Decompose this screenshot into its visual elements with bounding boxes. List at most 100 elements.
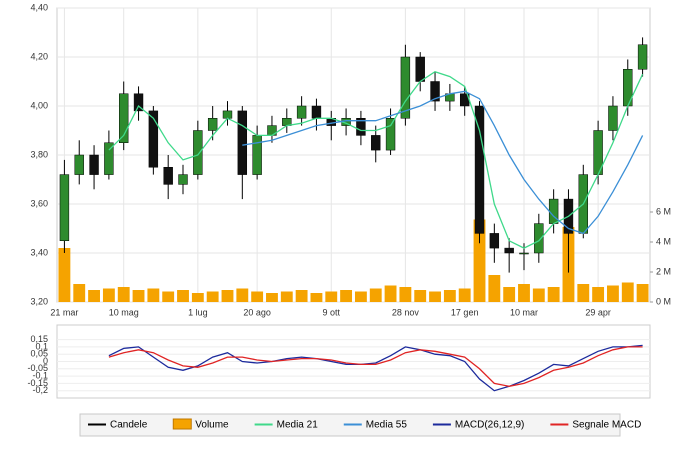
x-tick-label: 21 mar <box>50 307 78 317</box>
volume-bar <box>206 291 219 302</box>
candle-body <box>637 44 648 70</box>
volume-bar <box>399 287 412 302</box>
volume-bar <box>414 290 427 302</box>
y2-tick-label: 6 M <box>656 206 671 216</box>
macd-line <box>108 344 643 392</box>
y-tick-label: 0 <box>43 356 48 366</box>
candle-body <box>489 233 500 249</box>
volume-bar <box>177 290 189 302</box>
volume-bar <box>607 285 619 302</box>
x-tick-label: 10 mag <box>109 307 139 317</box>
volume-bar <box>325 291 338 302</box>
volume-bar <box>384 285 397 302</box>
candle-body <box>119 93 129 143</box>
y-tick-label: 0,1 <box>35 341 48 351</box>
candle-body <box>415 56 425 82</box>
candle-body <box>163 167 173 185</box>
y-tick-label: 3,80 <box>30 149 48 159</box>
y2-tick-label: 0 M <box>656 296 671 306</box>
volume-bar <box>117 287 130 302</box>
candle-body <box>59 174 70 242</box>
y-tick-label: 3,40 <box>30 247 48 257</box>
y-tick-label: 0,15 <box>30 334 48 344</box>
volume-bar <box>518 284 530 302</box>
candle-body <box>148 110 159 168</box>
candle-body <box>237 110 248 175</box>
volume-bar <box>340 290 353 302</box>
volume-bar <box>621 282 634 302</box>
volume-bar <box>488 275 501 302</box>
volume-bar <box>310 293 323 302</box>
volume-bar <box>458 288 471 302</box>
x-tick-label: 28 nov <box>392 307 420 317</box>
volume-bar <box>369 288 382 302</box>
volume-bar <box>532 288 545 302</box>
x-tick-label: 17 gen <box>451 307 479 317</box>
legend-swatch <box>172 418 192 430</box>
candle-body <box>89 154 99 175</box>
volume-bar <box>102 288 115 302</box>
x-tick-label: 10 mar <box>510 307 538 317</box>
y-tick-label: 3,20 <box>30 296 48 306</box>
y-tick-label: 4,40 <box>30 2 48 12</box>
x-tick-label: 9 ott <box>323 307 341 317</box>
candle-body <box>104 142 114 175</box>
candle-body <box>74 154 84 175</box>
y-tick-label: 0,05 <box>30 349 48 359</box>
volume-bar <box>221 290 234 302</box>
legend-label: Volume <box>195 420 229 431</box>
volume-bar <box>592 287 605 302</box>
candle-body <box>178 174 188 185</box>
candle-body <box>430 81 440 102</box>
volume-bar <box>191 293 204 302</box>
volume-bar <box>88 290 100 302</box>
y-tick-label: -0,15 <box>27 378 48 388</box>
volume-bar <box>636 284 649 302</box>
volume-bar <box>58 248 71 302</box>
y-tick-label: 3,60 <box>30 198 48 208</box>
volume-bar <box>162 291 175 302</box>
candle-body <box>474 105 485 234</box>
volume-bar <box>236 288 249 302</box>
candle-body <box>400 56 411 119</box>
x-tick-label: 1 lug <box>188 307 208 317</box>
volume-bar <box>547 287 560 302</box>
legend-label: Media 21 <box>277 420 319 431</box>
candle-body <box>133 93 144 112</box>
candle-body <box>193 130 203 175</box>
volume-bar <box>577 284 590 302</box>
legend-items: Candele Volume Media 21 Media 55 MACD(26,12,… <box>88 418 641 431</box>
candle-body <box>222 110 233 119</box>
volume-bar <box>266 293 278 302</box>
volume-bar <box>147 288 160 302</box>
y-tick-label: 4,00 <box>30 100 48 110</box>
volume-bar <box>429 291 441 302</box>
candle-body <box>385 118 396 151</box>
y2-tick-label: 4 M <box>656 236 671 246</box>
candle-body <box>608 105 618 131</box>
candle-body <box>296 105 307 119</box>
y-tick-label: -0,2 <box>32 385 48 395</box>
volume-bar <box>132 290 145 302</box>
x-tick-label: 29 apr <box>585 307 611 317</box>
legend-label: Media 55 <box>366 420 408 431</box>
volume-bar <box>251 291 264 302</box>
volume-bar <box>503 287 516 302</box>
candle-body <box>207 118 218 131</box>
volume-bar <box>280 291 293 302</box>
y-tick-label: 4,20 <box>30 51 48 61</box>
candle-body <box>504 247 514 254</box>
candle-body <box>548 198 559 224</box>
legend-label: MACD(26,12,9) <box>455 420 524 431</box>
candle-body <box>534 223 544 254</box>
legend-label: Segnale MACD <box>572 420 641 431</box>
candle-body <box>252 135 262 175</box>
volume-bar <box>443 290 456 302</box>
macd-line <box>108 346 643 387</box>
volume-bar <box>354 291 367 302</box>
candle-body <box>519 252 529 255</box>
legend-label: Candele <box>110 420 148 431</box>
candle-body <box>356 118 366 136</box>
volume-bar <box>295 290 308 302</box>
